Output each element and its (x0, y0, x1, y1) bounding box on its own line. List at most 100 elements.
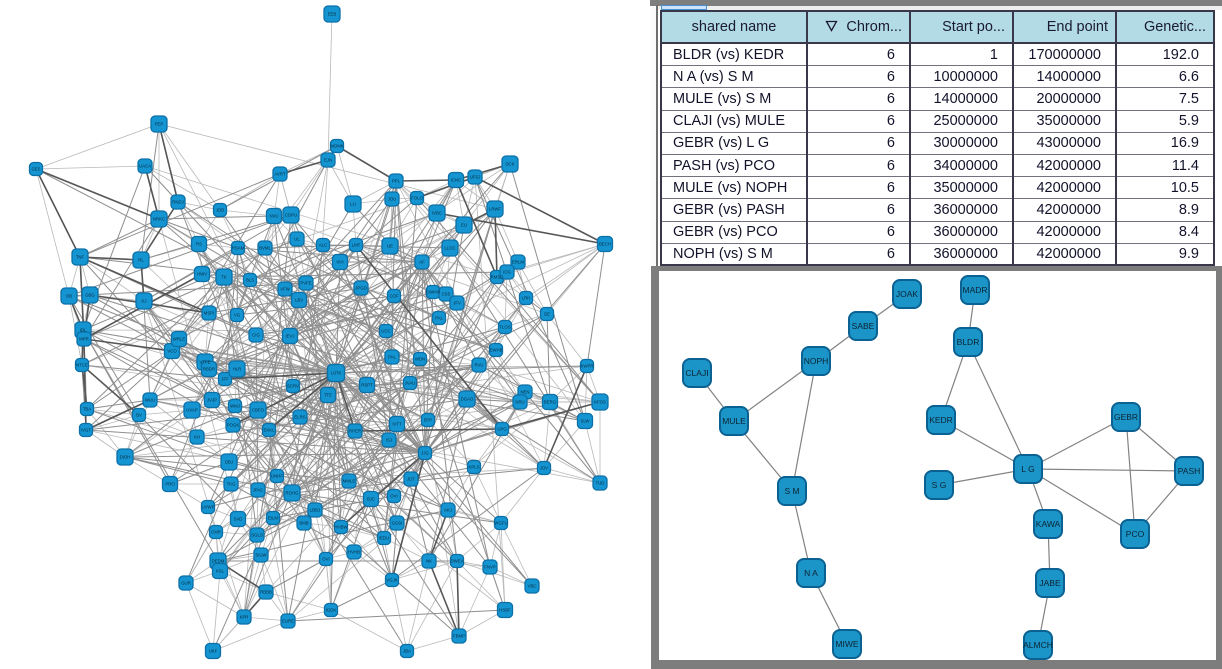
svg-text:ROHG: ROHG (286, 491, 300, 496)
svg-text:PCO: PCO (1126, 529, 1145, 539)
svg-text:JFV: JFV (453, 301, 461, 306)
svg-text:TUD: TUD (596, 481, 605, 486)
svg-text:SLW: SLW (581, 419, 591, 424)
svg-text:RVU: RVU (475, 363, 484, 368)
svg-text:ICNC: ICNC (451, 178, 462, 183)
svg-text:PPL: PPL (392, 179, 401, 184)
svg-text:KAWA: KAWA (1036, 519, 1061, 529)
svg-text:UKF: UKF (209, 649, 218, 654)
svg-text:AF: AF (419, 260, 425, 265)
svg-text:IVBC: IVBC (432, 211, 442, 216)
svg-text:COF: COF (389, 294, 398, 299)
svg-text:HHBW: HHBW (334, 525, 348, 530)
svg-text:KFOS: KFOS (594, 400, 606, 405)
svg-text:LBBJ: LBBJ (310, 508, 320, 513)
svg-text:CLAJI: CLAJI (685, 368, 708, 378)
svg-text:GUR: GUR (181, 581, 191, 586)
svg-text:DGAO: DGAO (461, 397, 474, 402)
svg-text:BECH: BECH (599, 242, 611, 247)
svg-text:JVJP: JVJP (207, 398, 217, 403)
svg-text:TKG: TKG (227, 482, 236, 487)
svg-text:ALC: ALC (319, 243, 327, 248)
svg-text:OVI: OVI (390, 494, 397, 499)
svg-text:PAL: PAL (388, 355, 396, 360)
svg-text:BVML: BVML (259, 246, 271, 251)
svg-text:JFF: JFF (221, 377, 229, 382)
svg-text:NRKC: NRKC (153, 217, 165, 222)
svg-text:VIH: VIH (336, 260, 343, 265)
svg-text:EURE: EURE (282, 619, 294, 624)
svg-text:UFSJ: UFSJ (470, 175, 481, 180)
svg-text:ALMCH: ALMCH (1023, 640, 1053, 650)
svg-text:GES: GES (31, 167, 40, 172)
svg-text:FBMP: FBMP (453, 634, 465, 639)
svg-text:EJN: EJN (324, 158, 332, 163)
svg-text:VGJK: VGJK (386, 578, 397, 583)
svg-text:RL: RL (138, 258, 144, 263)
svg-text:RPER: RPER (349, 429, 361, 434)
svg-text:OB: OB (66, 294, 72, 299)
svg-text:SGLS: SGLS (251, 533, 263, 538)
svg-text:CIG: CIG (252, 333, 260, 338)
svg-text:EILM: EILM (268, 516, 278, 521)
svg-text:MOMK: MOMK (330, 144, 344, 149)
svg-text:GGSI: GGSI (392, 521, 403, 526)
svg-text:NRU: NRU (515, 400, 524, 405)
svg-text:JPGD: JPGD (355, 286, 366, 291)
svg-text:PRO: PRO (165, 482, 175, 487)
svg-text:IEVJ: IEVJ (285, 334, 294, 339)
svg-text:LBV: LBV (295, 298, 303, 303)
svg-text:UACA: UACA (139, 164, 151, 169)
svg-text:DBJ: DBJ (225, 460, 233, 465)
svg-text:MADR: MADR (962, 285, 987, 295)
svg-text:IOG: IOG (503, 270, 512, 275)
svg-text:KPR: KPR (240, 615, 249, 620)
svg-text:LMT: LMT (352, 243, 361, 248)
svg-text:RBBB: RBBB (260, 590, 272, 595)
svg-text:N A: N A (804, 568, 818, 578)
svg-text:OVI: OVI (322, 557, 329, 562)
svg-text:MMLE: MMLE (343, 479, 356, 484)
svg-text:DIOH: DIOH (120, 455, 131, 460)
svg-text:MSPI: MSPI (204, 311, 215, 316)
svg-text:ISJ: ISJ (386, 438, 392, 443)
svg-text:IGDK: IGDK (326, 608, 337, 613)
svg-text:RNDJ: RNDJ (172, 200, 183, 205)
svg-text:UVWP: UVWP (202, 505, 215, 510)
svg-text:BTP: BTP (424, 418, 432, 423)
svg-text:DEDM: DEDM (212, 559, 225, 564)
svg-text:GBG: GBG (85, 293, 95, 298)
svg-text:JOV: JOV (540, 466, 548, 471)
svg-text:MULE: MULE (722, 416, 746, 426)
svg-text:JDT: JDT (407, 477, 415, 482)
svg-text:UE: UE (387, 244, 393, 249)
svg-text:BLDR: BLDR (957, 337, 980, 347)
svg-text:NTCE: NTCE (76, 363, 88, 368)
svg-text:PAL: PAL (435, 316, 443, 321)
svg-text:JJG: JJG (421, 451, 429, 456)
svg-text:VG: VG (234, 313, 241, 318)
svg-text:HLR: HLR (233, 367, 242, 372)
svg-text:GEBR: GEBR (1114, 412, 1138, 422)
svg-text:RSAM: RSAM (232, 246, 245, 251)
svg-text:NEN: NEN (520, 390, 529, 395)
svg-text:KPLS: KPLS (469, 465, 480, 470)
svg-text:JOAK: JOAK (896, 289, 919, 299)
svg-text:EU: EU (461, 223, 467, 228)
svg-text:MIWE: MIWE (835, 639, 858, 649)
svg-text:TNF: TNF (76, 255, 85, 260)
svg-text:LLOC: LLOC (444, 246, 455, 251)
svg-text:DWEA: DWEA (451, 559, 464, 564)
svg-text:HWV: HWV (197, 272, 207, 277)
svg-text:PASH: PASH (1178, 466, 1201, 476)
svg-text:CSS: CSS (442, 292, 451, 297)
svg-text:S G: S G (932, 480, 947, 490)
svg-text:UVAP: UVAP (186, 408, 198, 413)
svg-text:HVHB: HVHB (348, 550, 360, 555)
svg-text:EWHB: EWHB (490, 348, 503, 353)
svg-text:WMJ: WMJ (230, 404, 240, 409)
svg-text:SAD: SAD (234, 517, 243, 522)
svg-text:KJ: KJ (141, 299, 146, 304)
svg-text:UNHF: UNHF (271, 474, 283, 479)
svg-text:UCC: UCC (381, 329, 390, 334)
